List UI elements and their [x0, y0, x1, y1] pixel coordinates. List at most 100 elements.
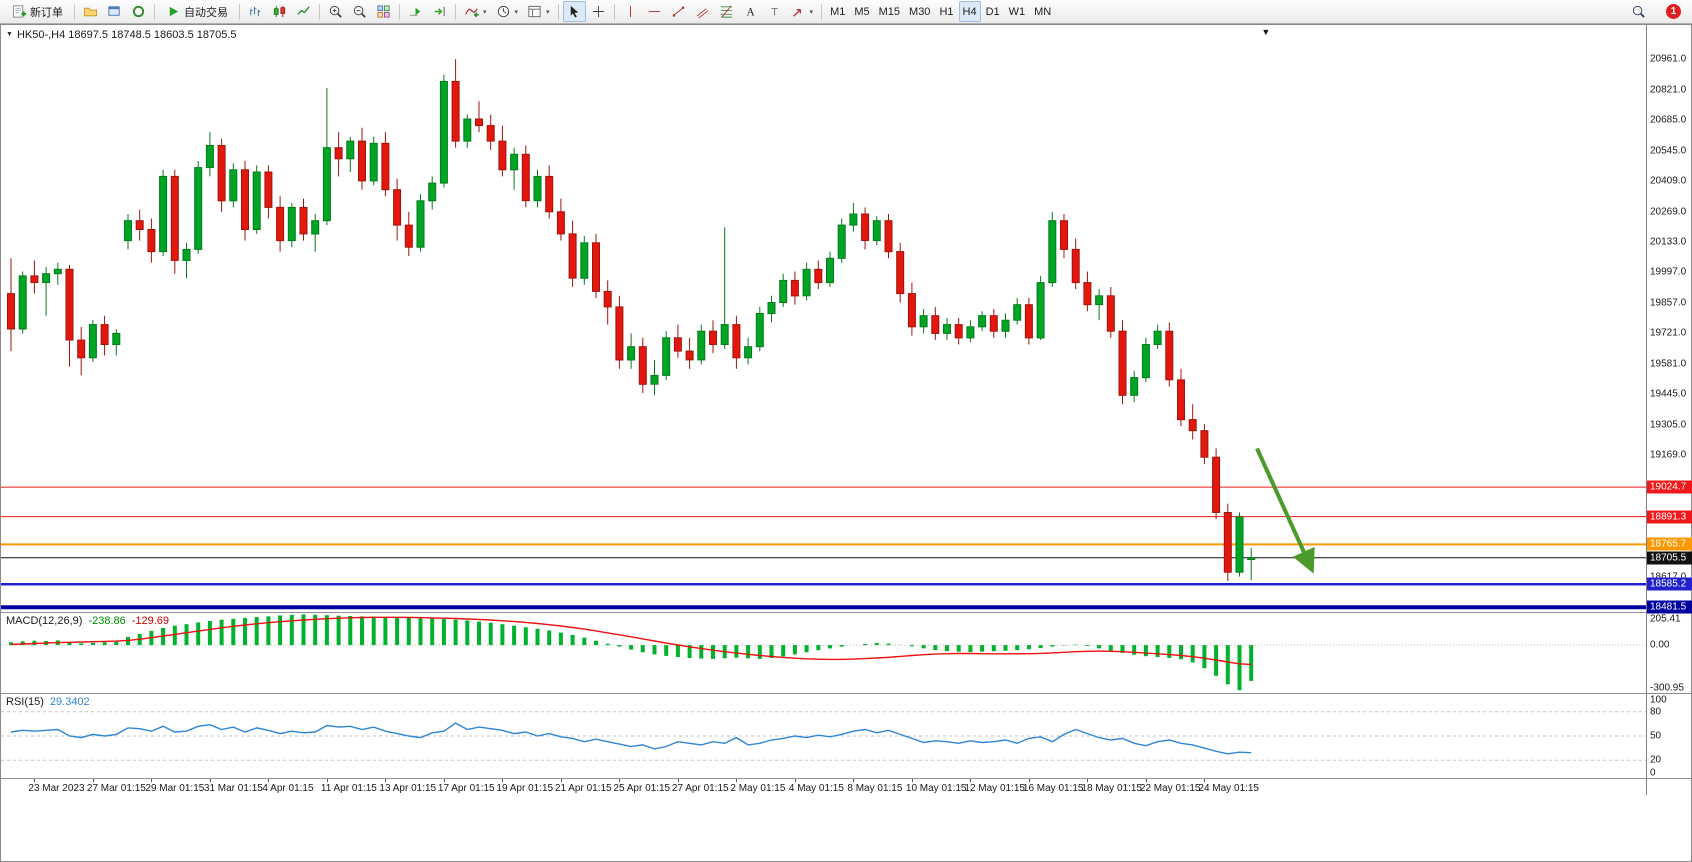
notification-badge[interactable]: 1 [1666, 4, 1681, 19]
time-tick [677, 779, 679, 782]
rsi-axis-tick: 80 [1650, 706, 1662, 718]
time-tick [385, 779, 387, 782]
time-tick [1145, 779, 1147, 782]
toolbar-buttons: 新订单 自动交易 ▾ ▾ ▾ A T ▾ M1 M5 M15 M30 H1 H4 D1 W1 MN [5, 1, 1055, 22]
pane-separator[interactable] [1, 778, 1691, 779]
autoscroll-icon [408, 4, 423, 19]
rsi-axis-tick: 100 [1650, 694, 1667, 706]
cursor-icon [567, 4, 582, 19]
zoom-in-button[interactable] [324, 1, 347, 22]
line-chart-button[interactable] [292, 1, 315, 22]
time-tick [151, 779, 153, 782]
time-tick [1204, 779, 1206, 782]
date-label: 12 May 01:15 [964, 783, 1025, 794]
rsi-axis-tick: 0 [1650, 767, 1656, 779]
candles-icon [272, 4, 287, 19]
arrows-button[interactable]: ▾ [787, 1, 818, 22]
price-level-label: 18585.2 [1647, 577, 1692, 591]
trend-icon [671, 4, 686, 19]
bar-chart-button[interactable] [244, 1, 267, 22]
time-tick [1087, 779, 1089, 782]
date-label: 8 May 01:15 [847, 783, 903, 794]
play-icon [166, 4, 181, 19]
timeframe-m1[interactable]: M1 [830, 5, 846, 18]
zoom-out-button[interactable] [348, 1, 371, 22]
date-label: 27 Mar 01:15 [86, 783, 146, 794]
timeframe-d1[interactable]: D1 [985, 5, 1000, 18]
channel-button[interactable] [691, 1, 714, 22]
crosshair-button[interactable] [587, 1, 610, 22]
search-button[interactable] [1627, 1, 1650, 22]
time-tick [209, 779, 211, 782]
timeframe-m5[interactable]: M5 [854, 5, 870, 18]
date-label: 21 Apr 01:15 [554, 783, 612, 794]
linechart-icon [296, 4, 311, 19]
caret-down-icon: ▾ [809, 8, 814, 16]
candlestick-chart-button[interactable] [268, 1, 291, 22]
toolbar-separator [821, 3, 823, 20]
date-label: 31 Mar 01:15 [203, 783, 263, 794]
horizontal-line-button[interactable] [643, 1, 666, 22]
charts-window-button[interactable] [103, 1, 126, 22]
price-axis[interactable]: 20961.0 20821.0 20685.0 20545.0 20409.0 20269… [1646, 25, 1692, 795]
toolbar-separator [399, 3, 400, 20]
main-toolbar: 新订单 自动交易 ▾ ▾ ▾ A T ▾ M1 M5 M15 M30 H1 H4 D1 W1 MN 1 [0, 0, 1692, 24]
market-watch-button[interactable] [127, 1, 150, 22]
vertical-line-button[interactable] [619, 1, 642, 22]
rsi-name: RSI(15) [6, 696, 44, 708]
arrow-down-marker: ▼ [1261, 27, 1271, 37]
autotrade-button[interactable]: 自动交易 [159, 1, 235, 22]
tile-icon [376, 4, 391, 19]
chart-shift-button[interactable] [428, 1, 451, 22]
arrows-icon [791, 4, 806, 19]
indicators-icon [464, 4, 479, 19]
profiles-button[interactable] [79, 1, 102, 22]
periods-button[interactable]: ▾ [492, 1, 523, 22]
auto-scroll-button[interactable] [404, 1, 427, 22]
timeframe-mn[interactable]: MN [1034, 5, 1052, 18]
toolbar-separator [613, 3, 615, 20]
timeframe-h1[interactable]: H1 [939, 5, 954, 18]
timeframe-h4[interactable]: H4 [958, 1, 981, 22]
shift-icon [432, 4, 447, 19]
time-tick [326, 779, 328, 782]
fibonacci-button[interactable] [715, 1, 738, 22]
time-axis[interactable]: 23 Mar 2023 27 Mar 01:15 29 Mar 01:15 31 Ma… [1, 779, 1646, 795]
date-label: 10 May 01:15 [905, 783, 967, 794]
window-icon [107, 4, 122, 19]
indicators-button[interactable]: ▾ [460, 1, 491, 22]
rsi-axis-tick: 50 [1650, 730, 1662, 742]
ohlc-label: ▼ HK50-,H4 18697.5 18748.5 18603.5 18705.… [6, 29, 237, 41]
date-label: 4 Apr 01:15 [262, 783, 314, 794]
date-label: 24 May 01:15 [1198, 783, 1259, 794]
timeframe-m30[interactable]: M30 [909, 5, 931, 18]
fibo-icon [719, 4, 734, 19]
zoomout-icon [352, 4, 367, 19]
toolbar-separator [74, 3, 75, 20]
templates-button[interactable]: ▾ [523, 1, 554, 22]
toolbar-separator [239, 3, 240, 20]
toolbar-separator [319, 3, 320, 20]
label-button[interactable]: T [763, 1, 786, 22]
pane-separator[interactable] [1, 612, 1691, 613]
timeframe-m15[interactable]: M15 [878, 5, 901, 18]
time-tick [502, 779, 504, 782]
timeframe-w1[interactable]: W1 [1008, 5, 1026, 18]
toolbar-separator [455, 3, 456, 20]
search-icon [1631, 4, 1646, 19]
candlestick-chart-canvas[interactable] [1, 25, 1646, 795]
new-order-button[interactable]: 新订单 [5, 1, 70, 22]
tile-windows-button[interactable] [372, 1, 395, 22]
svg-text:T: T [771, 6, 778, 18]
pane-separator[interactable] [1, 693, 1691, 694]
cursor-button[interactable] [562, 1, 586, 22]
autotrade-button-label: 自动交易 [184, 6, 228, 19]
vline-icon [623, 4, 638, 19]
date-label: 22 May 01:15 [1139, 783, 1201, 794]
price-level-label: 19024.7 [1647, 480, 1692, 494]
time-tick [794, 779, 796, 782]
price-tick: 20961.0 [1650, 53, 1687, 65]
text-button[interactable]: A [739, 1, 762, 22]
trendline-button[interactable] [667, 1, 690, 22]
chart-window[interactable]: ▼ HK50-,H4 18697.5 18748.5 18603.5 18705.… [0, 24, 1692, 862]
